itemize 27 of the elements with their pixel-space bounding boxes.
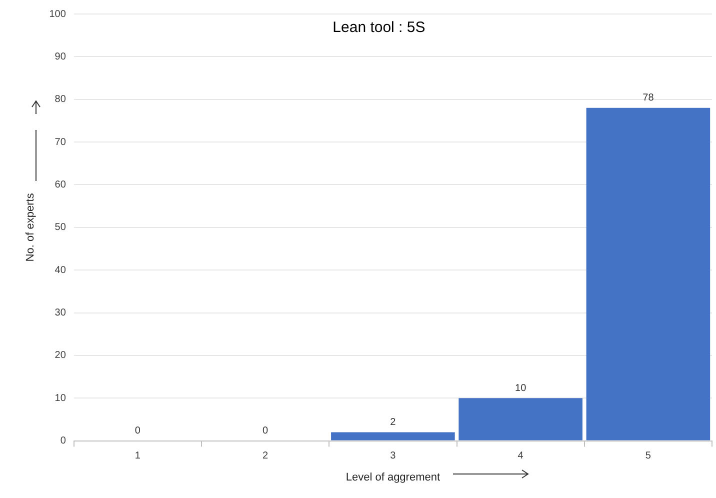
- y-axis-title: No. of experts: [24, 192, 37, 262]
- y-tick-label: 90: [54, 51, 66, 62]
- x-axis-title: Level of aggrement: [346, 471, 440, 484]
- x-tick-label: 4: [518, 450, 524, 462]
- y-tick-label: 0: [60, 436, 66, 447]
- y-tick-label: 100: [49, 8, 66, 20]
- x-tick-label: 1: [134, 450, 141, 462]
- data-label: 0: [262, 426, 269, 437]
- data-label: 2: [390, 417, 396, 428]
- y-tick-label: 40: [54, 264, 66, 276]
- data-label: 0: [134, 426, 141, 437]
- bar: [331, 432, 455, 440]
- y-tick-label: 10: [54, 392, 66, 404]
- x-tick-label: 5: [645, 450, 652, 462]
- data-label: 10: [515, 382, 527, 394]
- y-tick-label: 80: [54, 94, 66, 106]
- bar: [586, 108, 710, 440]
- bar: [458, 398, 582, 440]
- data-label: 78: [642, 92, 654, 104]
- x-tick-label: 3: [390, 450, 396, 462]
- y-tick-label: 50: [54, 222, 66, 234]
- x-tick-label: 2: [262, 450, 269, 462]
- chart-title: Lean tool : 5S: [332, 19, 426, 36]
- y-tick-label: 60: [54, 179, 66, 190]
- y-tick-label: 20: [54, 350, 66, 362]
- y-tick-label: 30: [54, 308, 66, 319]
- y-tick-label: 70: [54, 136, 66, 148]
